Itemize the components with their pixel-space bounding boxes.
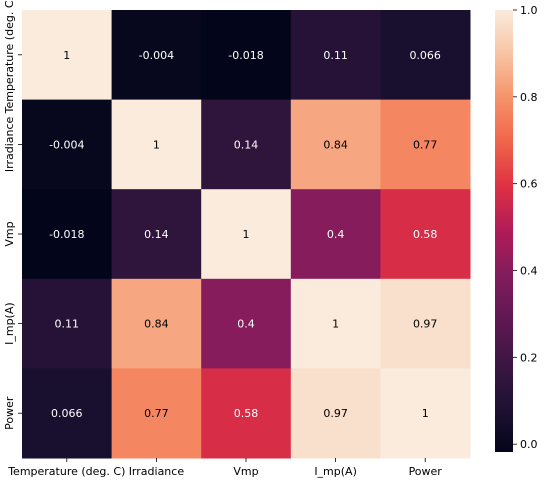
cell-annotation-4-1: 0.77 — [144, 407, 169, 420]
heatmap-cell-3-3 — [290, 278, 381, 369]
cell-annotation-0-1: -0.004 — [139, 49, 174, 62]
y-tick-labels: Temperature (deg. C) Irradiance Vmp I_mp(A)… — [3, 0, 22, 430]
x-tick-label-vmp: Vmp — [233, 465, 258, 478]
heatmap-cell-3-1 — [111, 278, 202, 369]
heatmap-cell-0-2 — [201, 10, 292, 101]
heatmap-cell-3-2 — [201, 278, 292, 369]
heatmap-cell-2-1 — [111, 189, 202, 280]
y-tick-label-vmp: Vmp — [3, 221, 16, 246]
heatmap-cell-0-3 — [290, 10, 381, 101]
colorbar-tick-label: 0.6 — [520, 178, 538, 191]
cell-annotation-1-0: -0.004 — [49, 138, 84, 151]
cell-annotation-4-4: 1 — [422, 407, 429, 420]
cell-annotation-2-2: 1 — [243, 228, 250, 241]
cell-annotation-0-4: 0.066 — [409, 49, 441, 62]
y-tick-label-power: Power — [3, 396, 16, 430]
heatmap-cell-4-2 — [201, 368, 292, 459]
x-tick-label-i-mp-a: I_mp(A) — [314, 465, 357, 478]
heatmap-cell-4-4 — [380, 368, 471, 459]
heatmap-cell-0-4 — [380, 10, 471, 101]
x-tick-labels: Temperature (deg. C) Irradiance Vmp I_mp(A)… — [7, 458, 442, 478]
colorbar-tick-label: 1.0 — [520, 4, 538, 17]
colorbar-tick-label: 0.2 — [520, 351, 538, 364]
x-tick-label-power: Power — [409, 465, 443, 478]
cell-annotation-3-1: 0.84 — [144, 318, 169, 331]
heatmap-cell-1-2 — [201, 99, 292, 190]
heatmap-cell-2-0 — [22, 189, 113, 280]
cell-annotation-4-2: 0.58 — [234, 407, 259, 420]
colorbar-tick-label: 0.4 — [520, 265, 538, 278]
cell-annotation-4-3: 0.97 — [323, 407, 348, 420]
cell-annotation-3-3: 1 — [332, 318, 339, 331]
cell-annotation-3-0: 0.11 — [55, 318, 80, 331]
cell-annotation-0-3: 0.11 — [323, 49, 348, 62]
heatmap-cell-4-1 — [111, 368, 202, 459]
cell-annotation-2-4: 0.58 — [413, 228, 438, 241]
cell-annotation-0-2: -0.018 — [228, 49, 263, 62]
heatmap-cell-4-3 — [290, 368, 381, 459]
heatmap-cell-2-4 — [380, 189, 471, 280]
cell-annotation-4-0: 0.066 — [51, 407, 83, 420]
y-tick-label-irradiance: Irradiance — [3, 116, 16, 172]
heatmap-cell-1-0 — [22, 99, 113, 190]
heatmap-cell-0-1 — [111, 10, 202, 101]
cell-annotation-1-2: 0.14 — [234, 138, 259, 151]
heatmap-cell-1-4 — [380, 99, 471, 190]
cell-annotation-1-1: 1 — [153, 138, 160, 151]
cell-annotation-0-0: 1 — [63, 49, 70, 62]
heatmap-cell-3-4 — [380, 278, 471, 369]
cell-annotation-1-3: 0.84 — [323, 138, 348, 151]
heatmap-cell-0-0 — [22, 10, 113, 101]
cell-annotation-2-1: 0.14 — [144, 228, 169, 241]
heatmap-cell-2-2 — [201, 189, 292, 280]
heatmap-cells — [22, 10, 471, 459]
cell-annotation-2-3: 0.4 — [327, 228, 345, 241]
heatmap-cell-2-3 — [290, 189, 381, 280]
y-tick-label-temperature-deg-c: Temperature (deg. C) — [3, 0, 16, 114]
y-tick-label-i-mp-a: I_mp(A) — [3, 302, 16, 345]
heatmap-cell-1-1 — [111, 99, 202, 190]
cell-annotation-3-2: 0.4 — [237, 318, 255, 331]
colorbar: 0.0 0.2 0.4 0.6 0.8 1.0 — [495, 4, 538, 452]
heatmap-annotations: 1 -0.004 -0.018 0.11 0.066 -0.004 1 0.14 0.84 0.7… — [49, 49, 441, 420]
heatmap-cell-1-3 — [290, 99, 381, 190]
heatmap-cell-3-0 — [22, 278, 113, 369]
cell-annotation-2-0: -0.018 — [49, 228, 84, 241]
x-tick-label-irradiance: Irradiance — [129, 465, 185, 478]
colorbar-tick-label: 0.0 — [520, 438, 538, 451]
cell-annotation-3-4: 0.97 — [413, 318, 438, 331]
heatmap-cell-4-0 — [22, 368, 113, 459]
cell-annotation-1-4: 0.77 — [413, 138, 438, 151]
colorbar-gradient — [495, 10, 513, 452]
colorbar-tick-label: 0.8 — [520, 91, 538, 104]
x-tick-label-temperature-deg-c: Temperature (deg. C) — [7, 465, 125, 478]
